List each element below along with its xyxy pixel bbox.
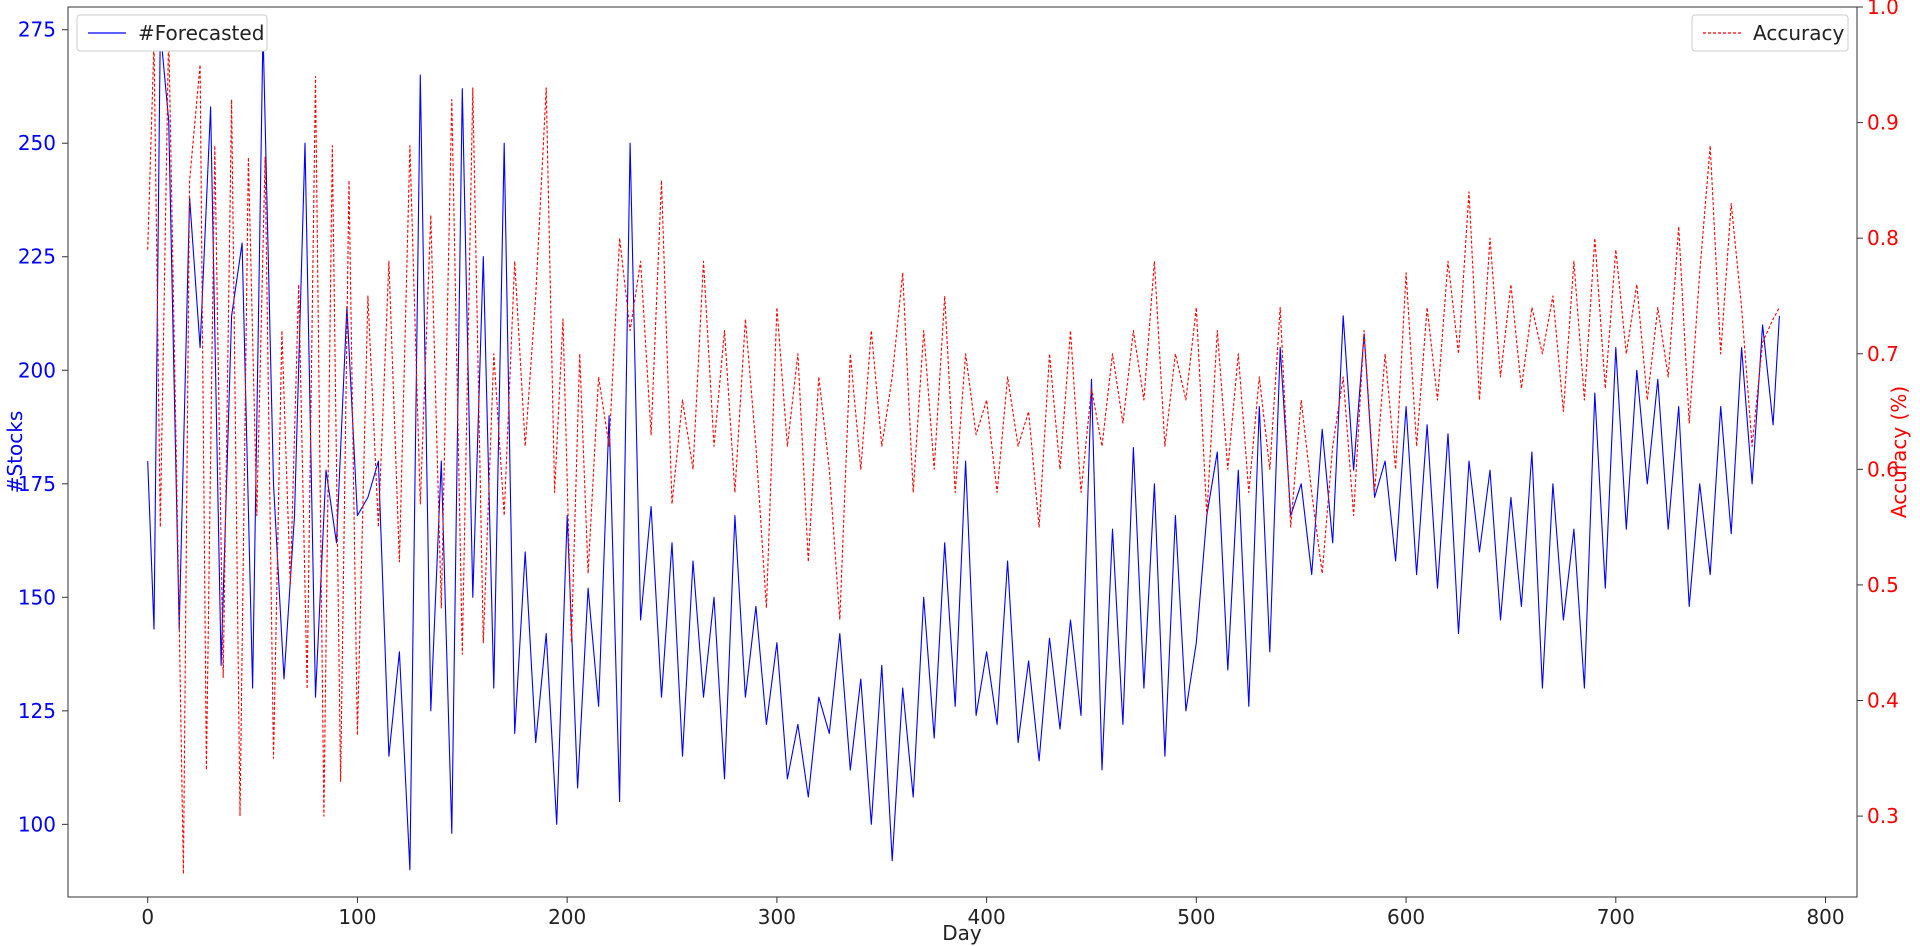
plot-frame <box>67 6 1858 898</box>
right-y-tick-label: 0.4 <box>1867 689 1899 713</box>
forecasted-series <box>147 29 1780 871</box>
x-axis-ticks: 0 100 200 300 400 500 600 700 800 <box>141 897 1845 929</box>
left-y-tick-label: 275 <box>18 18 56 42</box>
legend-accuracy-label: Accuracy <box>1753 21 1844 45</box>
left-y-tick-label: 150 <box>18 585 56 609</box>
legend-accuracy-box <box>1691 14 1849 52</box>
x-tick-label: 800 <box>1806 905 1844 929</box>
left-y-tick-label: 175 <box>18 472 56 496</box>
left-y-tick-label: 225 <box>18 245 56 269</box>
legend-accuracy: Accuracy <box>1691 14 1849 52</box>
right-y-tick-label: 0.6 <box>1867 457 1899 481</box>
left-y-tick-label: 100 <box>18 812 56 836</box>
x-tick-label: 100 <box>338 905 376 929</box>
left-y-tick-label: 125 <box>18 699 56 723</box>
right-y-axis-label: Accuracy (%) <box>1887 386 1911 518</box>
left-y-axis-ticks: 100 125 150 175 200 225 250 275 <box>18 18 68 836</box>
x-tick-label: 300 <box>758 905 796 929</box>
right-y-tick-label: 0.5 <box>1867 573 1899 597</box>
x-tick-label: 600 <box>1387 905 1425 929</box>
x-tick-label: 200 <box>548 905 586 929</box>
x-tick-label: 700 <box>1597 905 1635 929</box>
accuracy-series <box>147 29 1780 875</box>
x-axis-label: Day <box>942 921 982 945</box>
left-y-tick-label: 200 <box>18 358 56 382</box>
left-y-tick-label: 250 <box>18 131 56 155</box>
forecasted-line <box>147 29 1780 871</box>
legend-forecasted: #Forecasted <box>76 14 268 52</box>
legend-forecasted-box <box>76 14 268 52</box>
accuracy-line <box>147 29 1780 875</box>
x-tick-label: 400 <box>968 905 1006 929</box>
x-tick-label: 500 <box>1177 905 1215 929</box>
right-y-tick-label: 0.3 <box>1867 804 1899 828</box>
right-y-tick-label: 0.9 <box>1867 111 1899 135</box>
right-y-axis-ticks: 0.3 0.4 0.5 0.6 0.7 0.8 0.9 1.0 <box>1857 0 1899 828</box>
right-y-tick-label: 0.7 <box>1867 342 1899 366</box>
x-tick-label: 0 <box>141 905 154 929</box>
right-y-tick-label: 0.8 <box>1867 226 1899 250</box>
legend-forecasted-label: #Forecasted <box>138 21 264 45</box>
right-y-tick-label: 1.0 <box>1867 0 1899 19</box>
left-y-axis-label: #Stocks <box>3 411 27 494</box>
